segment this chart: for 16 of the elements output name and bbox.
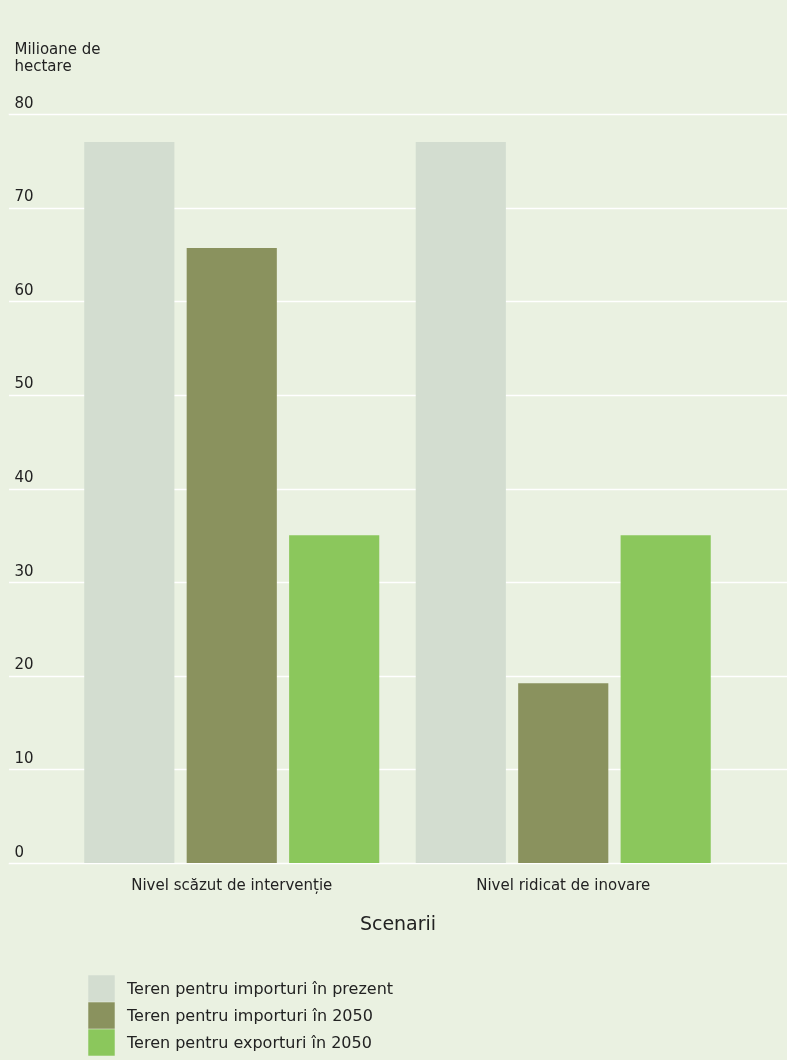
y-tick-label: 10 (14, 748, 34, 767)
legend-label: Teren pentru importuri în 2050 (126, 1005, 373, 1025)
y-axis-title: Milioane de hectare (14, 39, 101, 75)
y-tick-label: 30 (14, 561, 34, 580)
y-tick-label: 50 (14, 374, 34, 393)
x-axis-title: Scenarii (359, 911, 437, 934)
y-tick-label: 70 (14, 187, 34, 206)
y-tick-label: 60 (14, 280, 34, 299)
y-tick-label: 20 (14, 655, 34, 674)
x-tick-label: Nivel ridicat de inovare (476, 875, 651, 894)
y-tick-label: 80 (14, 93, 34, 112)
y-tick-label: 40 (14, 468, 34, 486)
y-tick-label: 0 (14, 842, 25, 861)
x-tick-label: Nivel scăzut de intervenție (131, 875, 333, 894)
legend-label: Teren pentru exporturi în 2050 (126, 1032, 372, 1052)
legend-label: Teren pentru importuri în prezent (126, 978, 394, 998)
